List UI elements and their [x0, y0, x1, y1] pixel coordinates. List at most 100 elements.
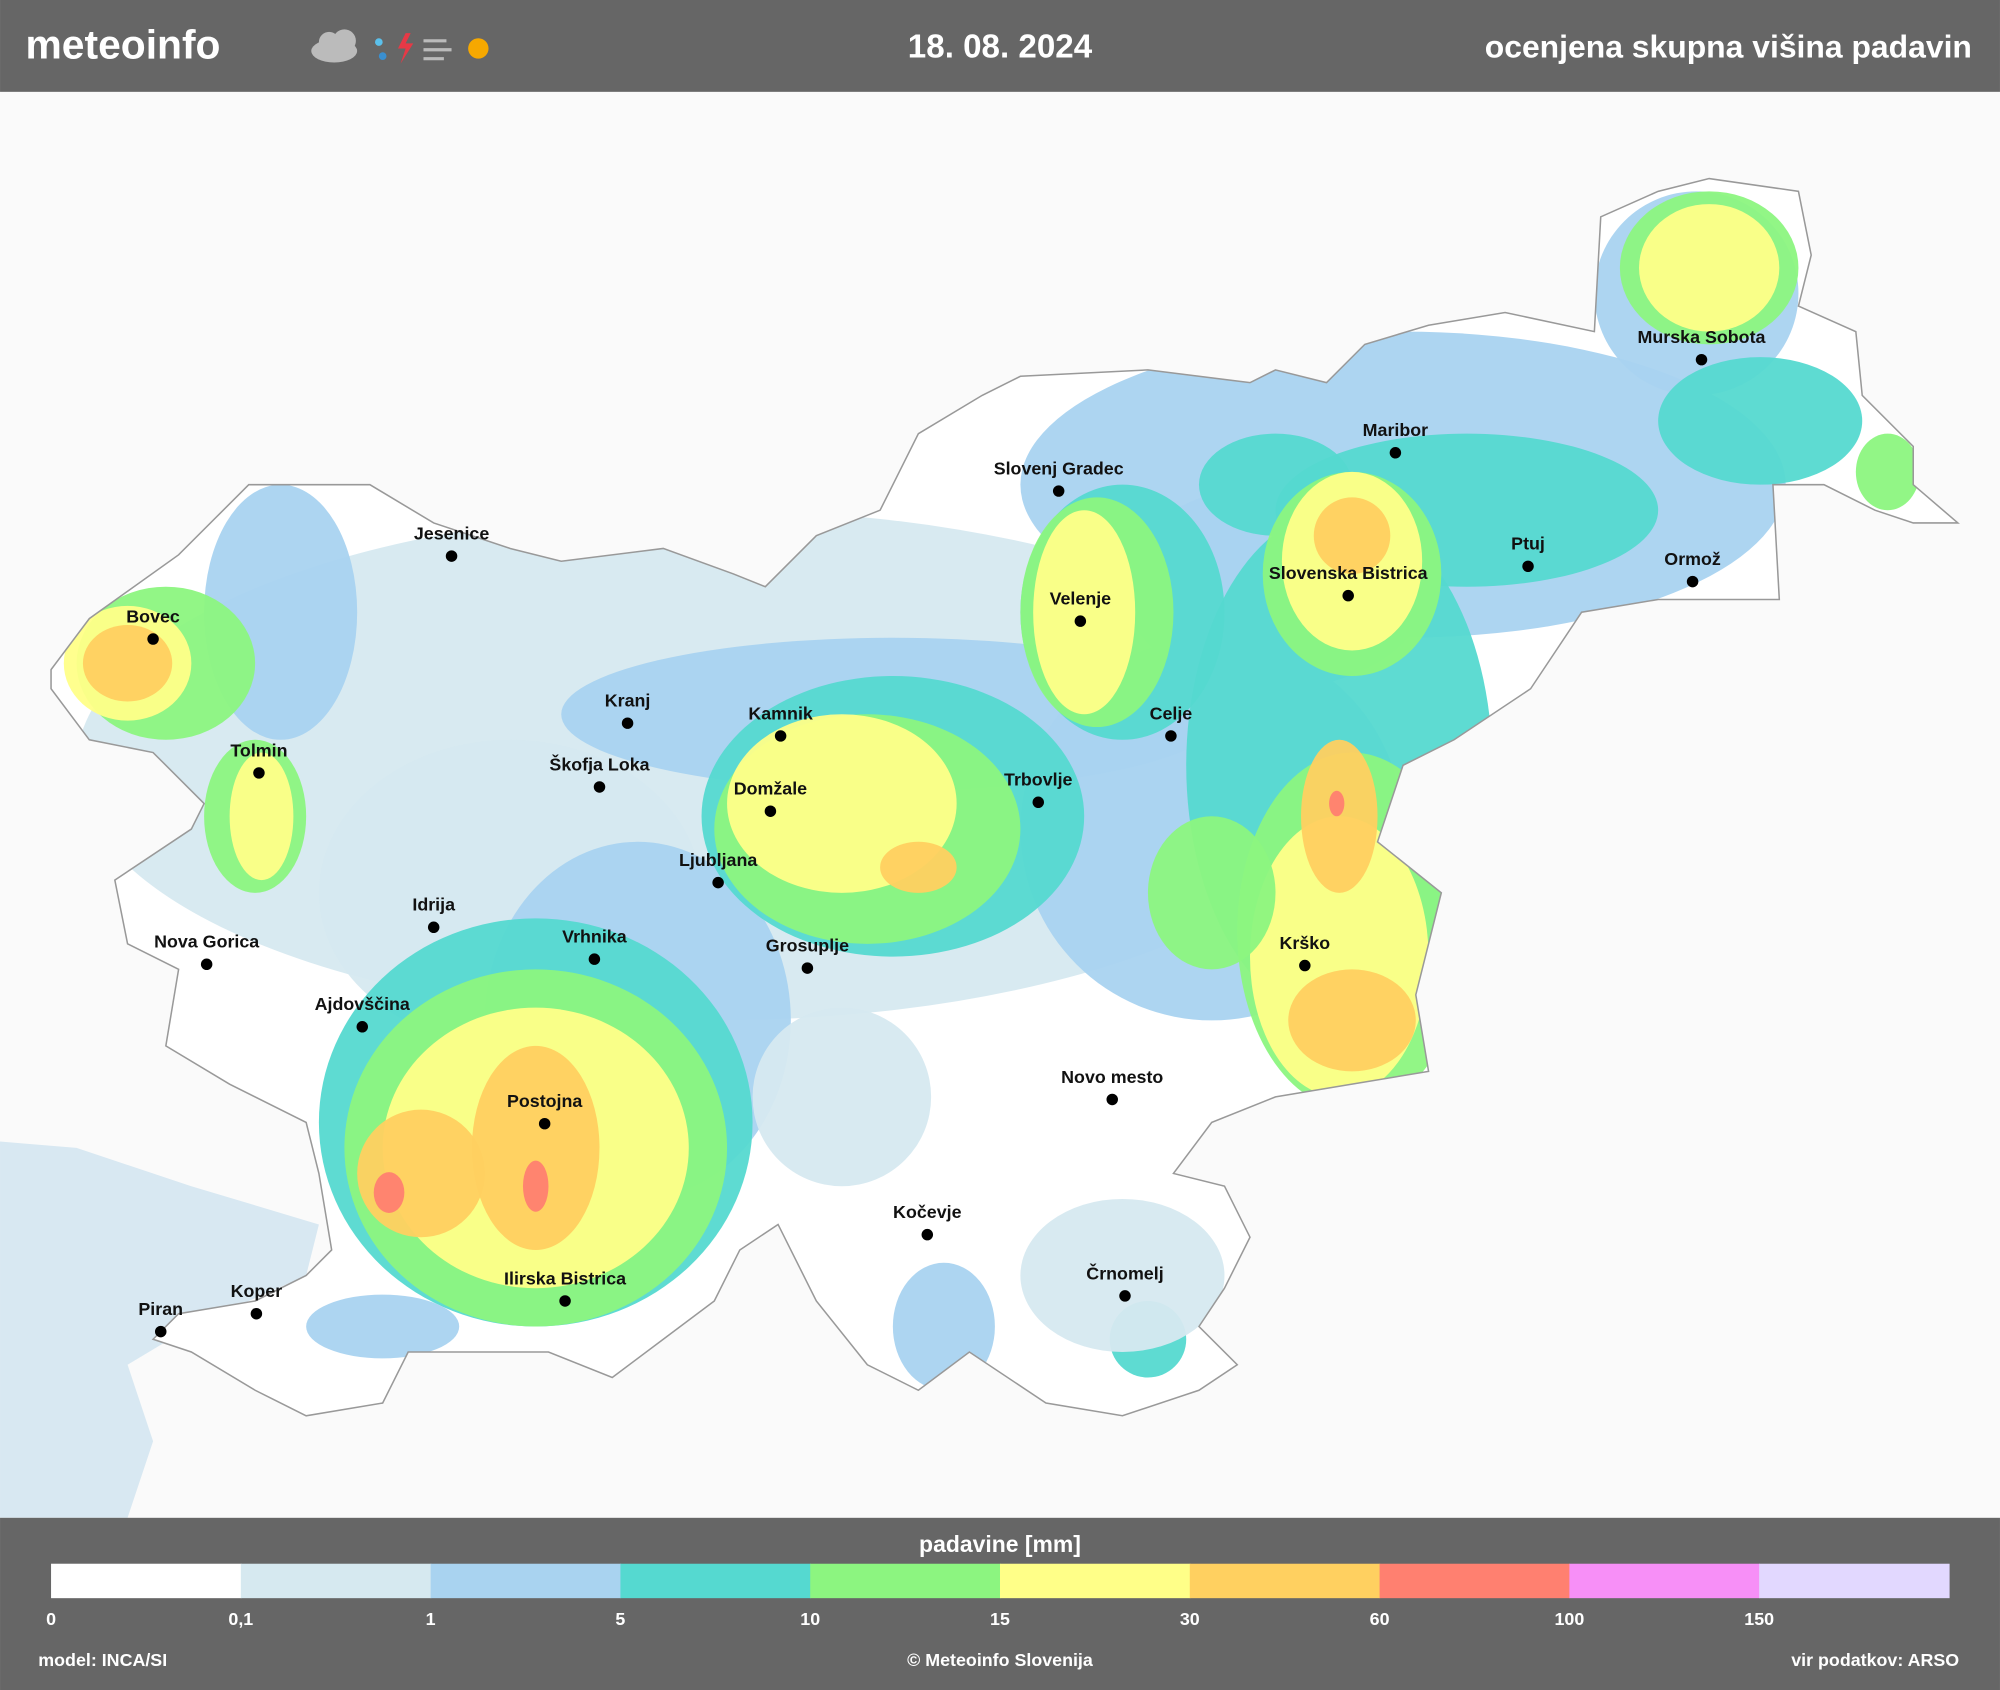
legend-tick-label: 5	[615, 1609, 625, 1629]
city-label: Slovenj Gradec	[994, 458, 1124, 478]
legend-swatch	[430, 1563, 622, 1599]
legend-swatch	[1189, 1563, 1381, 1599]
city-label: Maribor	[1363, 420, 1428, 440]
precipitation-area	[1855, 433, 1920, 511]
city-label: Ilirska Bistrica	[504, 1268, 627, 1288]
date: 18. 08. 2024	[908, 28, 1093, 65]
precipitation-area	[306, 1294, 460, 1359]
city-dot	[1342, 589, 1354, 602]
legend-title: padavine [mm]	[919, 1531, 1081, 1557]
precipitation-area	[373, 1172, 405, 1213]
city-label: Jesenice	[414, 524, 489, 544]
copyright: © Meteoinfo Slovenija	[907, 1650, 1094, 1670]
legend-tick-label: 10	[800, 1609, 820, 1629]
city-dot	[1032, 796, 1045, 809]
precipitation-area	[1639, 204, 1780, 332]
city-dot	[1686, 575, 1699, 588]
precipitation-field	[51, 178, 1958, 1416]
city-label: Velenje	[1050, 589, 1112, 609]
precipitation-area	[1301, 739, 1378, 893]
city-label: Krško	[1280, 933, 1331, 953]
city-dot	[1389, 447, 1402, 459]
city-label: Bovec	[126, 606, 180, 626]
city-label: Slovenska Bistrica	[1269, 563, 1429, 583]
legend-tick-label: 60	[1370, 1609, 1390, 1629]
precipitation-area	[1658, 357, 1863, 485]
city-label: Ormož	[1664, 549, 1721, 569]
city-label: Škofja Loka	[549, 753, 650, 774]
subtitle: ocenjena skupna višina padavin	[1485, 28, 1972, 64]
city-label: Črnomelj	[1086, 1262, 1163, 1283]
city-dot	[538, 1117, 551, 1130]
city-label: Domžale	[734, 779, 807, 799]
city-label: Celje	[1150, 703, 1193, 723]
city-dot	[801, 962, 814, 974]
source: vir podatkov: ARSO	[1791, 1650, 1959, 1670]
legend-bar	[0, 1517, 2000, 1690]
city-dot	[712, 876, 724, 889]
city-label: Ljubljana	[679, 850, 758, 870]
precipitation-area	[1329, 790, 1345, 817]
city-dot	[1106, 1093, 1118, 1106]
legend-tick-label: 100	[1554, 1609, 1584, 1629]
city-label: Idrija	[412, 895, 456, 915]
city-dot	[1522, 560, 1534, 573]
precipitation-area	[1147, 816, 1276, 970]
city-dot	[1695, 353, 1708, 366]
city-label: Ajdovščina	[315, 994, 411, 1014]
cities: Bovec Jesenice Tolmin Kranj Škofja Loka Kamni…	[126, 327, 1767, 1338]
legend-swatch	[1000, 1563, 1191, 1599]
city-dot	[764, 805, 777, 817]
legend-swatch	[51, 1563, 242, 1599]
city-label: Kočevje	[893, 1202, 962, 1222]
legend-tick-label: 15	[990, 1609, 1010, 1629]
legend-swatch	[620, 1563, 811, 1599]
legend-swatch	[1569, 1563, 1760, 1599]
city-dot	[921, 1228, 934, 1241]
legend-tick-label: 30	[1180, 1609, 1200, 1629]
city-label: Murska Sobota	[1638, 327, 1767, 347]
city-dot	[593, 781, 606, 793]
city-label: Koper	[231, 1281, 283, 1301]
model: model: INCA/SI	[38, 1650, 167, 1670]
city-dot	[1299, 959, 1311, 972]
city-label: Piran	[138, 1299, 183, 1319]
city-dot	[356, 1021, 369, 1033]
city-dot	[147, 633, 159, 645]
city-label: Vrhnika	[562, 927, 628, 947]
precipitation-area	[357, 1109, 485, 1238]
precipitation-area	[1313, 497, 1391, 574]
legend-swatch	[1759, 1563, 1950, 1599]
city-dot	[445, 550, 458, 562]
precipitation-area	[1020, 1198, 1225, 1352]
precipitation-area	[522, 1160, 549, 1212]
city-label: Tolmin	[230, 740, 287, 760]
city-dot	[427, 921, 440, 934]
city-dot	[1119, 1290, 1131, 1302]
weather-icons	[311, 29, 489, 64]
precipitation-area	[1288, 969, 1416, 1072]
legend-tick-label: 0,1	[228, 1609, 253, 1629]
legend-swatch	[810, 1563, 1001, 1599]
precipitation-area	[471, 1045, 600, 1250]
city-label: Kamnik	[748, 703, 813, 723]
city-label: Grosuplje	[766, 936, 849, 956]
city-dot	[250, 1307, 263, 1320]
precipitation-area	[82, 624, 173, 702]
city-label: Nova Gorica	[154, 932, 260, 952]
legend-swatch	[240, 1563, 432, 1599]
city-dot	[559, 1295, 571, 1307]
legend-swatch	[1379, 1563, 1571, 1599]
city-dot	[155, 1325, 167, 1338]
precipitation-area	[229, 752, 294, 881]
precipitation-area	[752, 1007, 932, 1187]
legend-tick-label: 150	[1744, 1609, 1774, 1629]
city-dot	[253, 767, 265, 779]
precipitation-area	[880, 841, 957, 893]
city-label: Trbovlje	[1004, 770, 1072, 790]
city-dot	[774, 730, 787, 742]
city-label: Kranj	[605, 691, 651, 711]
city-label: Ptuj	[1511, 534, 1545, 554]
